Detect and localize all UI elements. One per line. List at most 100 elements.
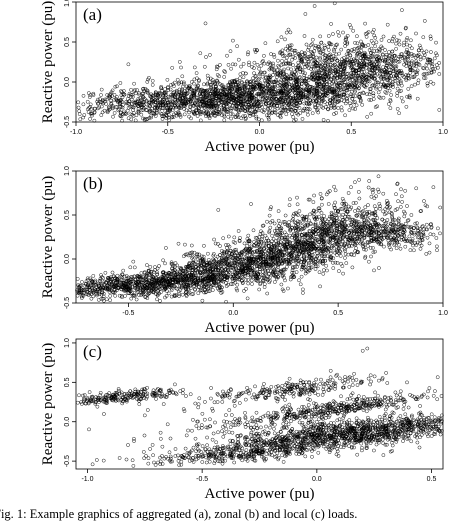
data-point [206,106,211,111]
data-point [166,112,171,117]
data-point [326,107,331,112]
data-point [104,297,109,302]
data-point [187,110,191,115]
data-point [115,273,120,278]
data-point [241,114,246,119]
data-point [399,95,404,100]
data-point [335,42,339,47]
data-point [353,40,357,45]
data-point [134,113,139,118]
data-point [202,243,206,248]
data-point [315,107,320,112]
data-point [371,93,376,98]
data-point [172,80,177,85]
data-point [241,75,246,80]
data-point [202,82,206,87]
data-point [425,81,430,86]
data-point [179,65,183,70]
data-point [257,66,261,71]
data-point [260,60,265,64]
data-point [400,8,404,12]
data-point [356,46,361,50]
data-point [175,77,180,82]
data-point [407,76,412,81]
data-point [120,118,125,123]
data-point [351,28,356,33]
data-point [378,87,382,91]
data-point [239,64,243,69]
data-point [383,48,387,52]
data-point [76,105,81,110]
data-point [400,99,405,104]
data-point [122,109,126,114]
data-point [249,278,254,283]
data-point [280,105,284,109]
data-point [398,31,403,36]
data-point [422,72,427,76]
data-point [80,280,84,284]
data-point [409,38,413,43]
data-point [219,97,224,102]
data-point [158,299,162,303]
data-point [179,89,184,94]
data-point [297,75,302,80]
data-point [437,72,442,76]
data-points [76,1,442,123]
data-point [388,106,393,110]
data-point [116,108,121,113]
data-point [192,81,196,86]
data-point [297,278,301,283]
data-point [255,62,260,67]
data-point [290,112,294,116]
data-point [163,113,168,118]
data-point [228,49,233,54]
data-point [161,94,166,98]
data-point [395,107,400,111]
data-point [372,268,376,273]
data-point [291,63,295,67]
data-point [303,94,308,99]
data-point [334,52,339,57]
data-point [254,114,259,119]
data-point [149,115,153,120]
data-point [165,289,169,294]
data-point [280,59,284,63]
data-point [284,30,289,35]
data-point [244,278,248,282]
data-point [272,55,277,59]
data-point [206,251,210,256]
data-point [304,42,309,47]
data-point [265,113,269,118]
data-point [340,108,344,113]
data-point [337,269,341,273]
data-point [414,31,418,36]
data-point [395,86,400,91]
data-point [242,98,246,103]
data-point [166,115,171,120]
data-point [341,30,345,35]
data-point [81,102,86,107]
y-tick-label: 0.5 [64,37,71,47]
data-point [159,111,163,116]
data-point [141,87,145,91]
data-point [204,55,208,59]
data-point [88,117,92,121]
data-point [286,66,290,71]
data-point [374,40,379,45]
data-point [345,93,350,98]
data-point [195,86,200,91]
data-point [272,108,277,112]
data-point [318,34,323,39]
data-point [182,112,187,117]
data-point [91,294,95,299]
data-point [208,53,212,57]
data-point [279,111,284,115]
data-point [180,292,185,297]
data-point [202,64,207,69]
data-point [403,58,407,63]
data-point [339,261,343,266]
data-point [176,92,181,97]
data-point [167,109,172,114]
data-point [202,109,206,113]
data-point [232,235,237,240]
